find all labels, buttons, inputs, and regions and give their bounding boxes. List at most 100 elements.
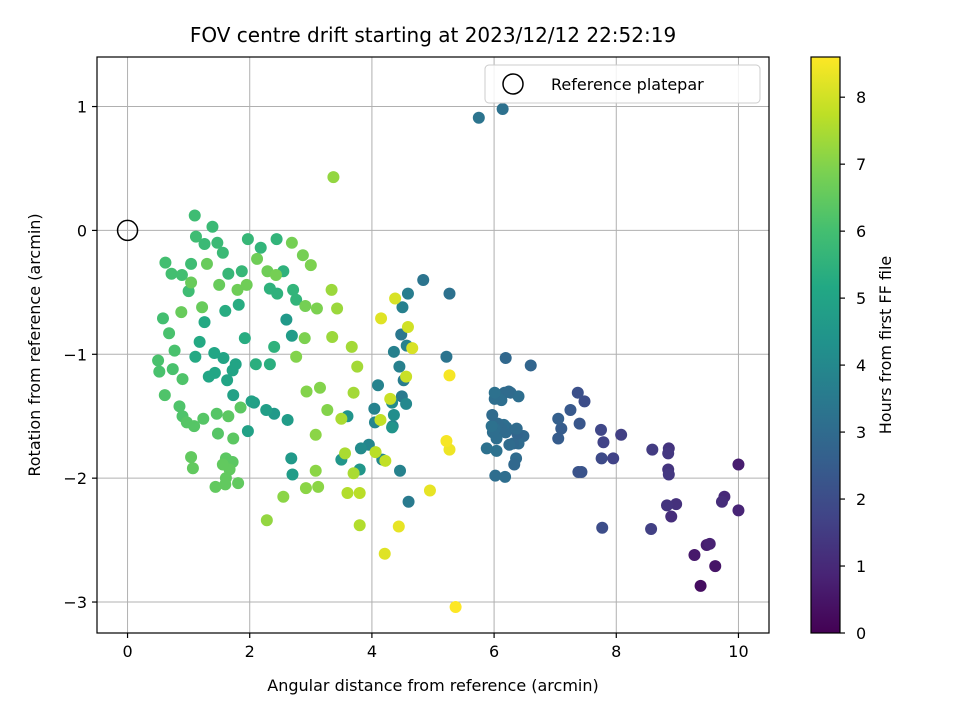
data-point [400,397,413,410]
data-point [709,560,722,573]
data-point [227,432,240,445]
data-point [313,381,326,394]
data-point [240,278,253,291]
data-point [595,423,607,436]
data-point [552,432,565,445]
data-point [200,257,213,270]
data-point [665,510,678,523]
data-point [298,332,311,345]
data-point [173,400,186,413]
legend-box [484,64,761,104]
data-point [372,379,385,392]
data-point [217,352,230,365]
data-point [489,469,502,482]
data-point [662,468,675,481]
colorbar-tick-label: 7 [856,155,866,174]
colorbar-label: Hours from first FF file [876,256,895,435]
data-point [251,252,264,265]
data-point [241,425,254,438]
colorbar-gradient [810,56,841,634]
colorbar-ticks: 0 1 2 3 4 5 6 7 8 [840,88,866,643]
data-point [662,447,675,460]
data-point [309,428,322,441]
data-point [615,428,628,441]
data-point [387,408,400,421]
data-point [571,386,584,399]
data-point [185,276,198,289]
data-point [186,462,199,475]
data-point [326,330,339,343]
data-point [213,278,226,291]
x-tick-label: 4 [367,642,377,661]
data-point [325,283,338,296]
data-point [216,458,229,471]
data-point [309,464,322,477]
x-axis-label: Angular distance from reference (arcmin) [267,676,598,695]
data-point [312,480,325,493]
data-point [235,265,248,278]
legend-marker-icon [502,73,524,95]
colorbar-tick-label: 1 [856,557,866,576]
data-point [152,354,165,367]
data-point [260,514,273,527]
data-point [290,350,303,363]
data-point [400,370,413,383]
data-point [368,402,381,415]
data-point [231,283,244,296]
data-point [335,412,348,425]
data-point [175,269,188,282]
colorbar-tick-label: 0 [856,624,866,643]
data-point [423,484,436,497]
data-point [153,365,166,378]
data-point [211,236,224,249]
data-point [406,342,419,355]
data-point [321,404,334,417]
data-point [353,519,366,532]
data-point [384,392,397,405]
data-point [645,522,658,535]
colorbar-tick-label: 2 [856,490,866,509]
data-point [392,520,405,533]
data-point [211,427,224,440]
data-point [290,293,303,306]
data-point [375,312,388,325]
data-point [222,267,235,280]
x-tick-label: 2 [245,642,255,661]
data-point [198,316,211,329]
data-point [175,306,188,319]
data-point [219,478,232,491]
data-point [552,412,565,425]
data-point [353,487,366,500]
data-point [378,547,391,560]
data-point [263,282,276,295]
x-tick-label: 6 [489,642,499,661]
data-point [300,385,313,398]
data-point [310,302,323,315]
data-point [387,345,400,358]
data-point [232,477,245,490]
colorbar-tick-label: 6 [856,222,866,241]
data-point [449,600,462,613]
data-point [732,458,745,471]
data-point [703,537,716,550]
data-point [260,404,273,417]
data-point [351,360,364,373]
data-point [386,421,399,434]
data-point [163,327,176,340]
data-point [401,287,414,300]
data-point [286,468,299,481]
colorbar-tick-label: 8 [856,88,866,107]
data-point [287,283,300,296]
data-point [502,385,515,398]
data-point [193,335,206,348]
data-point [512,390,525,403]
data-point [285,452,298,465]
data-point [369,446,382,459]
data-point [166,363,179,376]
data-point [168,344,181,357]
data-point [176,373,189,386]
x-axis-ticks: 0 2 4 6 8 10 [122,633,749,661]
data-point [221,374,234,387]
data-point [268,340,281,353]
